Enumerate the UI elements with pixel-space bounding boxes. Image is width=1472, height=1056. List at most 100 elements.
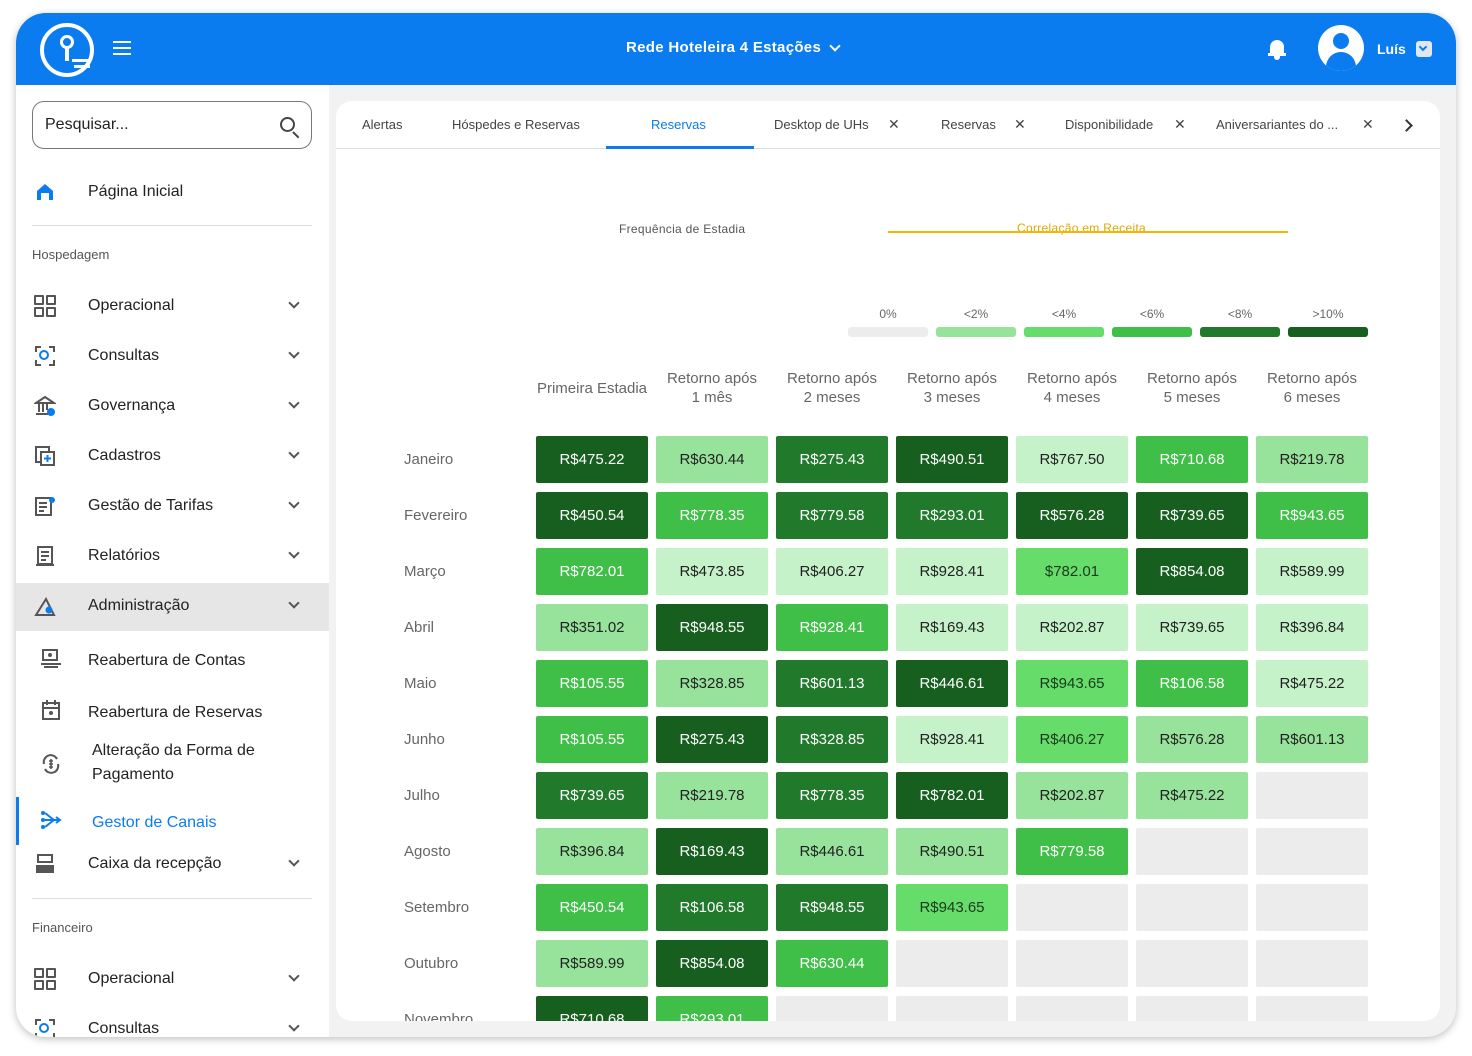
search-input[interactable]: Pesquisar... bbox=[32, 101, 312, 149]
heatmap-cell[interactable]: R$779.58 bbox=[1016, 828, 1128, 875]
close-icon[interactable]: ✕ bbox=[1362, 116, 1374, 132]
heatmap-cell[interactable]: R$854.08 bbox=[1136, 548, 1248, 595]
user-dropdown-icon[interactable] bbox=[1416, 41, 1432, 57]
heatmap-cell[interactable]: R$475.22 bbox=[1256, 660, 1368, 707]
heatmap-cell[interactable]: R$943.65 bbox=[1256, 492, 1368, 539]
heatmap-cell[interactable]: R$601.13 bbox=[776, 660, 888, 707]
heatmap-cell[interactable]: $782.01 bbox=[1016, 548, 1128, 595]
heatmap-cell[interactable]: R$169.43 bbox=[896, 604, 1008, 651]
heatmap-cell[interactable]: R$490.51 bbox=[896, 436, 1008, 483]
heatmap-cell[interactable]: R$710.68 bbox=[1136, 436, 1248, 483]
tab-alertas[interactable]: Alertas bbox=[362, 117, 403, 132]
heatmap-cell[interactable]: R$450.54 bbox=[536, 884, 648, 931]
sidebar-item-gestao-tarifas[interactable]: Gestão de Tarifas bbox=[16, 483, 329, 531]
heatmap-cell[interactable]: R$630.44 bbox=[776, 940, 888, 987]
sidebar-item-caixa-recepcao[interactable]: Caixa da recepção bbox=[16, 841, 329, 889]
sidebar-subitem-alteracao-pagamento[interactable]: Alteração da Forma de Pagamento bbox=[16, 737, 329, 793]
heatmap-cell[interactable]: R$450.54 bbox=[536, 492, 648, 539]
sidebar-item-relatorios[interactable]: Relatórios bbox=[16, 533, 329, 581]
heatmap-cell[interactable]: R$351.02 bbox=[536, 604, 648, 651]
heatmap-cell[interactable]: R$710.68 bbox=[536, 996, 648, 1021]
notification-bell-icon[interactable] bbox=[1268, 39, 1286, 60]
tariff-icon bbox=[35, 497, 55, 516]
heatmap-cell[interactable]: R$475.22 bbox=[1136, 772, 1248, 819]
heatmap-cell[interactable]: R$490.51 bbox=[896, 828, 1008, 875]
heatmap-cell[interactable]: R$739.65 bbox=[536, 772, 648, 819]
heatmap-cell[interactable]: R$328.85 bbox=[776, 716, 888, 763]
sidebar-item-operacional[interactable]: Operacional bbox=[16, 283, 329, 331]
heatmap-cell[interactable]: R$105.55 bbox=[536, 716, 648, 763]
heatmap-cell[interactable]: R$446.61 bbox=[896, 660, 1008, 707]
heatmap-cell[interactable]: R$293.01 bbox=[656, 996, 768, 1021]
tab-reservas-2[interactable]: Reservas bbox=[941, 117, 996, 132]
heatmap-cell[interactable]: R$928.41 bbox=[896, 716, 1008, 763]
heatmap-cell[interactable]: R$219.78 bbox=[1256, 436, 1368, 483]
heatmap-cell[interactable]: R$601.13 bbox=[1256, 716, 1368, 763]
heatmap-cell[interactable]: R$275.43 bbox=[776, 436, 888, 483]
heatmap-cell[interactable]: R$854.08 bbox=[656, 940, 768, 987]
sidebar-subitem-reabertura-contas[interactable]: Reabertura de Contas bbox=[16, 635, 329, 683]
heatmap-cell[interactable]: R$778.35 bbox=[656, 492, 768, 539]
heatmap-cell[interactable]: R$589.99 bbox=[536, 940, 648, 987]
heatmap-cell[interactable]: R$576.28 bbox=[1136, 716, 1248, 763]
heatmap-cell[interactable]: R$739.65 bbox=[1136, 604, 1248, 651]
heatmap-cell[interactable]: R$328.85 bbox=[656, 660, 768, 707]
sidebar-item-fin-operacional[interactable]: Operacional bbox=[16, 956, 329, 1004]
heatmap-cell[interactable]: R$202.87 bbox=[1016, 604, 1128, 651]
heatmap-cell[interactable]: R$948.55 bbox=[656, 604, 768, 651]
heatmap-cell[interactable]: R$106.58 bbox=[1136, 660, 1248, 707]
tab-disponibilidade[interactable]: Disponibilidade bbox=[1065, 117, 1154, 132]
heatmap-cell[interactable]: R$778.35 bbox=[776, 772, 888, 819]
heatmap-cell[interactable]: R$943.65 bbox=[1016, 660, 1128, 707]
sidebar-item-consultas[interactable]: Consultas bbox=[16, 333, 329, 381]
heatmap-cell[interactable]: R$475.22 bbox=[536, 436, 648, 483]
menu-icon[interactable] bbox=[113, 41, 131, 55]
heatmap-cell[interactable]: R$630.44 bbox=[656, 436, 768, 483]
heatmap-cell[interactable]: R$446.61 bbox=[776, 828, 888, 875]
heatmap-cell[interactable]: R$782.01 bbox=[896, 772, 1008, 819]
heatmap-cell[interactable]: R$779.58 bbox=[776, 492, 888, 539]
heatmap-cell[interactable]: R$943.65 bbox=[896, 884, 1008, 931]
heatmap-cell[interactable]: R$396.84 bbox=[1256, 604, 1368, 651]
sidebar-item-administracao[interactable]: Administração bbox=[16, 583, 329, 631]
user-avatar[interactable] bbox=[1318, 25, 1364, 71]
heatmap-cell[interactable]: R$739.65 bbox=[1136, 492, 1248, 539]
tab-hospedes-reservas[interactable]: Hóspedes e Reservas bbox=[452, 117, 580, 132]
sidebar-subitem-reabertura-reservas[interactable]: Reabertura de Reservas bbox=[16, 687, 329, 735]
user-name[interactable]: Luís bbox=[1377, 41, 1406, 57]
tab-aniversariantes[interactable]: Aniversariantes do ... bbox=[1216, 117, 1339, 132]
heatmap-cell[interactable]: R$105.55 bbox=[536, 660, 648, 707]
heatmap-cell[interactable]: R$928.41 bbox=[776, 604, 888, 651]
sidebar-item-cadastros[interactable]: Cadastros bbox=[16, 433, 329, 481]
heatmap-cell[interactable]: R$219.78 bbox=[656, 772, 768, 819]
search-icon[interactable] bbox=[280, 117, 295, 132]
heatmap-cell[interactable]: R$275.43 bbox=[656, 716, 768, 763]
heatmap-cell[interactable]: R$202.87 bbox=[1016, 772, 1128, 819]
close-icon[interactable]: ✕ bbox=[1014, 116, 1026, 132]
subtab-frequencia[interactable]: Frequência de Estadia bbox=[619, 222, 746, 236]
heatmap-cell[interactable]: R$106.58 bbox=[656, 884, 768, 931]
close-icon[interactable]: ✕ bbox=[888, 116, 900, 132]
chevron-right-icon[interactable] bbox=[1400, 119, 1413, 132]
heatmap-cell[interactable]: R$396.84 bbox=[536, 828, 648, 875]
heatmap-cell[interactable]: R$293.01 bbox=[896, 492, 1008, 539]
close-icon[interactable]: ✕ bbox=[1174, 116, 1186, 132]
heatmap-cell[interactable]: R$928.41 bbox=[896, 548, 1008, 595]
sidebar-item-fin-consultas[interactable]: Consultas bbox=[16, 1006, 329, 1037]
heatmap-cell[interactable]: R$473.85 bbox=[656, 548, 768, 595]
heatmap-cell[interactable]: R$767.50 bbox=[1016, 436, 1128, 483]
tab-desktop-uhs[interactable]: Desktop de UHs bbox=[774, 117, 869, 132]
heatmap-cell[interactable]: R$406.27 bbox=[1016, 716, 1128, 763]
heatmap-cell[interactable]: R$589.99 bbox=[1256, 548, 1368, 595]
hotel-selector[interactable]: Rede Hoteleira 4 Estações bbox=[626, 39, 841, 56]
heatmap-cell[interactable]: R$576.28 bbox=[1016, 492, 1128, 539]
sidebar-item-governanca[interactable]: Governança bbox=[16, 383, 329, 431]
heatmap-cell[interactable]: R$948.55 bbox=[776, 884, 888, 931]
sidebar-item-home[interactable]: Página Inicial bbox=[16, 169, 329, 217]
heatmap-cell[interactable]: R$169.43 bbox=[656, 828, 768, 875]
tab-reservas-active[interactable]: Reservas bbox=[651, 117, 706, 132]
heatmap-cell[interactable]: R$782.01 bbox=[536, 548, 648, 595]
app-logo-icon[interactable] bbox=[40, 23, 94, 77]
heatmap-cell[interactable]: R$406.27 bbox=[776, 548, 888, 595]
sidebar-subitem-gestor-canais[interactable]: Gestor de Canais bbox=[16, 797, 329, 845]
